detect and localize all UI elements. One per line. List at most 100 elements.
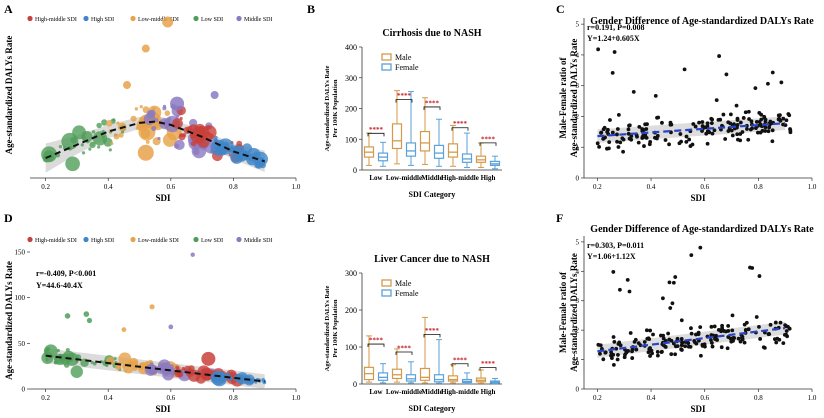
legend-label: Low SDI <box>201 238 223 244</box>
data-point <box>222 141 230 149</box>
data-point <box>628 331 633 335</box>
x-tick-label: Low-middle <box>386 388 422 396</box>
data-point <box>726 129 731 133</box>
legend-label: Low SDI <box>201 17 223 23</box>
data-point <box>669 122 674 127</box>
data-point <box>743 328 748 332</box>
data-point <box>630 356 635 360</box>
data-point <box>670 301 675 306</box>
data-point <box>610 356 614 361</box>
legend-label: Male <box>395 279 412 288</box>
data-point <box>778 320 783 325</box>
panel-letter-b: B <box>307 2 315 16</box>
stat-annotation: Y=44.6-40.4X <box>36 281 83 290</box>
legend-marker <box>193 236 199 243</box>
data-point <box>724 72 729 77</box>
legend-label: Middle SDI <box>244 17 273 23</box>
data-point <box>726 324 731 328</box>
data-point <box>698 353 703 358</box>
legend-marker <box>236 236 242 243</box>
data-point <box>121 327 127 333</box>
data-point <box>730 328 735 333</box>
y-axis-label: Age-standardized DALYs Rate <box>4 261 14 380</box>
y-axis-label: Age-standardized DALYs Rate <box>324 286 331 372</box>
x-tick-label: 0.4 <box>104 183 113 191</box>
data-point <box>615 132 619 137</box>
data-point <box>616 145 621 149</box>
data-point <box>627 123 631 128</box>
data-point <box>595 141 600 146</box>
data-point <box>687 137 692 142</box>
significance-bracket <box>395 99 413 103</box>
data-point <box>210 91 219 99</box>
data-point <box>770 70 775 75</box>
x-axis-label: SDI <box>155 193 171 203</box>
data-point <box>743 110 748 115</box>
y-tick-label: 0 <box>576 386 580 394</box>
data-point <box>707 129 711 134</box>
data-point <box>688 144 693 148</box>
data-point <box>689 326 693 331</box>
data-point <box>788 128 793 133</box>
data-point <box>778 118 783 123</box>
data-point <box>64 313 71 319</box>
data-point <box>610 70 615 75</box>
data-point <box>164 110 171 116</box>
data-point <box>675 336 680 341</box>
x-axis-label: SDI Category <box>409 404 456 413</box>
y-tick-label: 1 <box>576 356 580 364</box>
data-point <box>684 139 689 144</box>
data-point <box>152 106 156 111</box>
data-point <box>660 120 664 125</box>
significance-label: **** <box>397 92 412 100</box>
data-point <box>96 122 102 129</box>
x-axis-label: SDI <box>155 404 171 414</box>
data-point <box>616 342 621 346</box>
data-point <box>170 96 185 111</box>
legend-marker <box>130 236 136 243</box>
significance-label: **** <box>453 356 468 364</box>
significance-bracket <box>367 132 385 137</box>
data-point <box>157 136 161 141</box>
data-point <box>611 270 616 274</box>
x-tick-label: 0.8 <box>754 183 763 191</box>
data-point <box>767 332 772 336</box>
data-point <box>736 336 741 341</box>
data-point <box>101 119 108 126</box>
panel-letter-f: F <box>556 211 563 225</box>
data-point <box>615 127 620 131</box>
data-point <box>755 130 760 135</box>
data-point <box>603 350 608 355</box>
box-body <box>391 123 403 150</box>
legend-marker <box>27 236 33 243</box>
data-point <box>255 157 266 167</box>
legend-marker <box>236 15 242 22</box>
data-point <box>648 328 653 333</box>
data-point <box>174 139 185 151</box>
data-point <box>616 353 620 357</box>
x-tick-label: 0.6 <box>700 183 709 191</box>
x-tick-label: 0.2 <box>41 394 50 402</box>
data-point <box>599 130 604 135</box>
data-point <box>730 313 735 318</box>
data-point <box>647 347 652 351</box>
data-point <box>705 121 710 126</box>
data-point <box>725 346 730 351</box>
data-point <box>597 144 602 149</box>
y-tick-label: 0 <box>22 386 26 394</box>
data-point <box>763 129 768 133</box>
legend-label: Male <box>395 53 412 62</box>
y-tick-label: 400 <box>345 43 357 52</box>
data-point <box>773 320 778 325</box>
data-point <box>781 116 786 121</box>
x-tick-label: 0.8 <box>754 394 763 402</box>
data-point <box>709 121 714 126</box>
data-point <box>201 351 216 366</box>
y-tick-label: 100 <box>15 294 26 302</box>
data-point <box>636 140 641 145</box>
x-tick-label: Low <box>369 388 383 396</box>
data-point <box>693 124 698 129</box>
y-tick-label: 0 <box>353 166 357 175</box>
data-point <box>195 125 210 140</box>
data-point <box>673 352 678 357</box>
